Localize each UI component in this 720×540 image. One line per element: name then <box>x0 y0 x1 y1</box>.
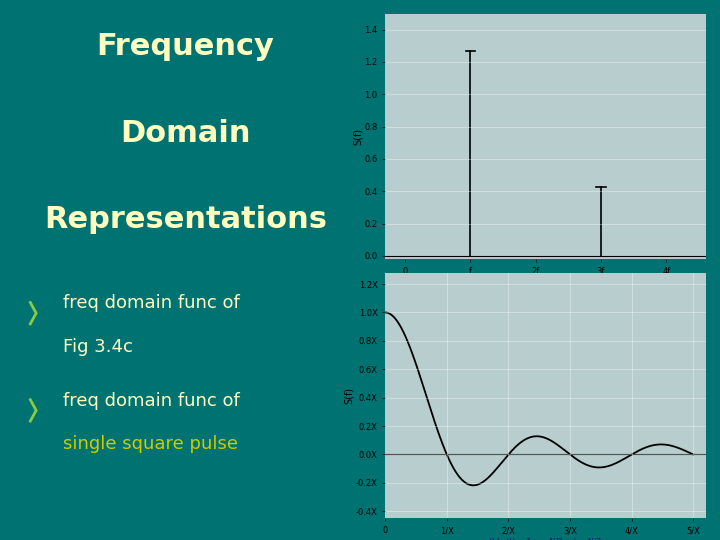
X-axis label: (b) s(t) = 1     −N/2 ≤ t ≤ N/2: (b) s(t) = 1 −N/2 ≤ t ≤ N/2 <box>490 538 601 540</box>
X-axis label: (a) s(t) = (4/π) [sin (2πft) + (1/3)·sin (2π(3f)t)]: (a) s(t) = (4/π) [sin (2πft) + (1/3)·sin… <box>457 279 634 288</box>
Text: freq domain func of: freq domain func of <box>63 392 240 409</box>
Y-axis label: S(f): S(f) <box>353 128 363 145</box>
Text: Frequency: Frequency <box>96 32 274 62</box>
Text: Domain: Domain <box>120 119 251 148</box>
Text: single square pulse: single square pulse <box>63 435 238 453</box>
Text: Fig 3.4c: Fig 3.4c <box>63 338 133 355</box>
Text: Representations: Representations <box>44 205 327 234</box>
Y-axis label: S(f): S(f) <box>344 387 354 404</box>
Text: freq domain func of: freq domain func of <box>63 294 240 312</box>
